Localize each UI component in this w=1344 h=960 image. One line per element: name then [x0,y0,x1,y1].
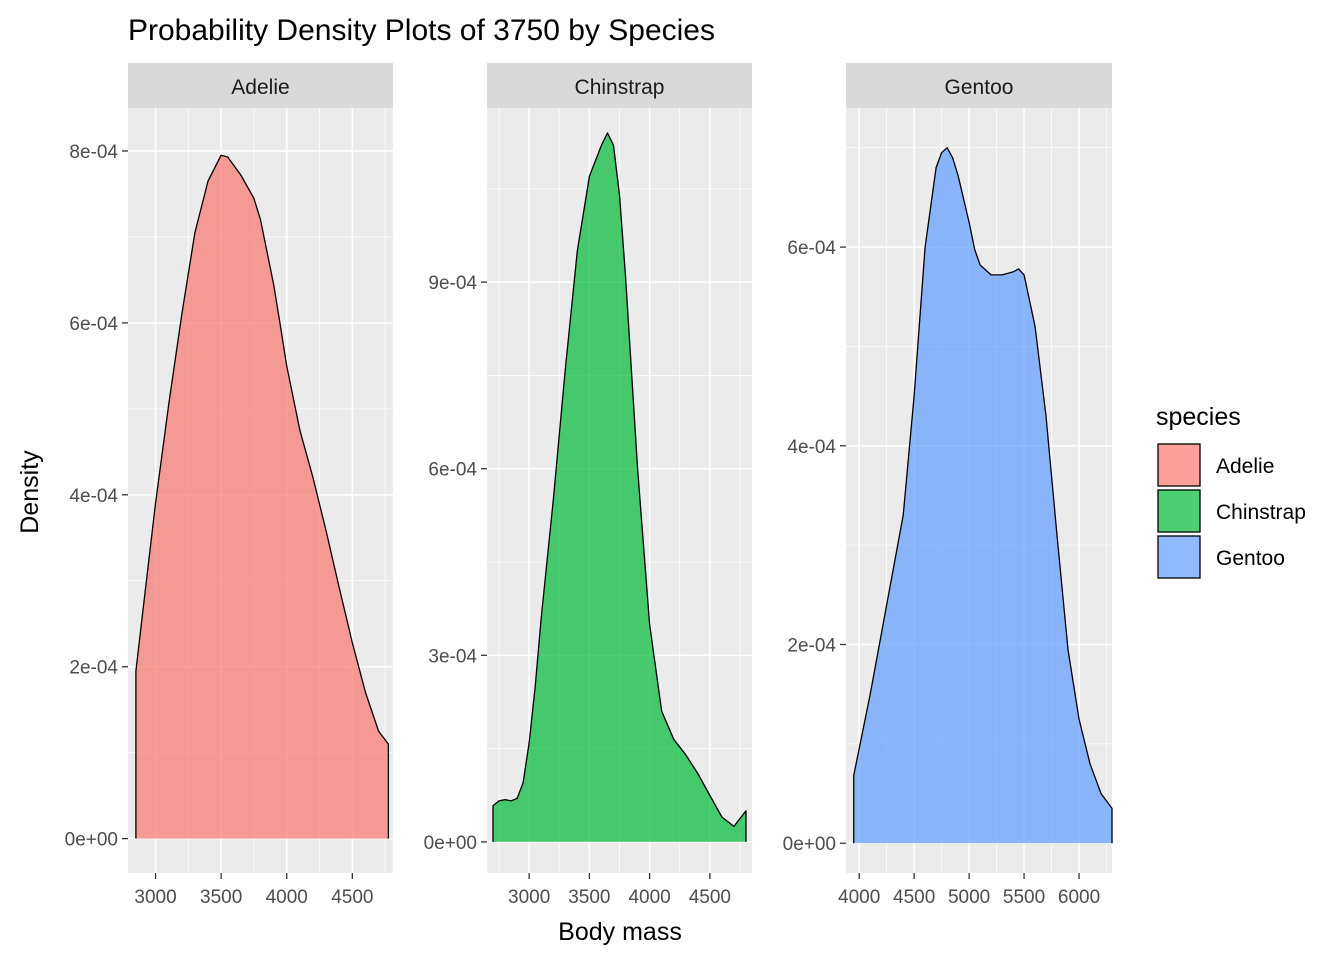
density-area-adelie [135,155,389,839]
facet-strip-label: Adelie [231,76,289,99]
legend-label: Gentoo [1216,547,1285,570]
y-tick-label: 0e+00 [65,830,118,851]
legend-label: Adelie [1216,455,1274,478]
legend-label: Chinstrap [1216,501,1306,524]
facet-strip-label: Chinstrap [575,76,665,99]
legend-title: species [1156,403,1241,431]
x-tick-label: 3500 [568,887,610,908]
facet-panel-adelie: 3000 3500 4000 4500 0e+00 2e-04 4e-04 6e-04 8e-0… [65,63,393,908]
legend-key-gentoo [1157,535,1201,579]
x-tick-label: 5500 [1003,887,1045,908]
x-axis-title: Body mass [558,918,682,946]
facet-panel-gentoo: 4000 4500 5000 5500 6000 0e+00 2e-04 4e-04 6e-04… [783,63,1113,908]
y-axis-title: Density [16,450,44,534]
facet-strip [487,63,752,108]
y-tick-label: 2e-04 [787,635,836,656]
x-tick-label: 4500 [331,887,373,908]
x-tick-label: 4000 [628,887,670,908]
y-tick-label: 6e-04 [787,238,836,259]
chart-title: Probability Density Plots of 3750 by Spe… [128,14,715,47]
density-area-chinstrap [493,132,746,842]
facet-panels: 3000 3500 4000 4500 0e+00 2e-04 4e-04 6e-04 8e-0… [65,63,1113,908]
y-tick-label: 0e+00 [783,834,836,855]
density-outline-gentoo [853,147,1113,844]
density-outline-adelie [135,154,390,839]
y-tick-label: 6e-04 [428,460,477,481]
x-tick-label: 5000 [948,887,990,908]
y-tick-label: 8e-04 [69,142,118,163]
facet-strip-label: Gentoo [945,76,1014,99]
x-tick-label: 4500 [689,887,731,908]
facet-strip [128,63,393,108]
x-tick-label: 6000 [1058,887,1100,908]
y-tick-label: 4e-04 [69,486,118,507]
legend-key-adelie [1157,443,1201,487]
x-tick-label: 3000 [134,887,176,908]
y-tick-label: 9e-04 [428,273,477,294]
x-tick-label: 3500 [200,887,242,908]
x-tick-label: 3000 [508,887,550,908]
y-tick-label: 4e-04 [787,437,836,458]
y-tick-label: 0e+00 [424,833,477,854]
x-tick-label: 4500 [893,887,935,908]
x-tick-label: 4000 [266,887,308,908]
species-legend: species Adelie Chinstrap Gentoo [1156,403,1306,579]
y-tick-label: 3e-04 [428,646,477,667]
legend-key-chinstrap [1157,489,1201,533]
density-area-gentoo [853,147,1112,844]
facet-strip [846,63,1112,108]
density-outline-chinstrap [492,132,747,842]
x-tick-label: 4000 [838,887,880,908]
facet-panel-chinstrap: 3000 3500 4000 4500 0e+00 3e-04 6e-04 9e-04 Chin… [424,63,752,908]
y-tick-label: 6e-04 [69,314,118,335]
y-tick-label: 2e-04 [69,658,118,679]
